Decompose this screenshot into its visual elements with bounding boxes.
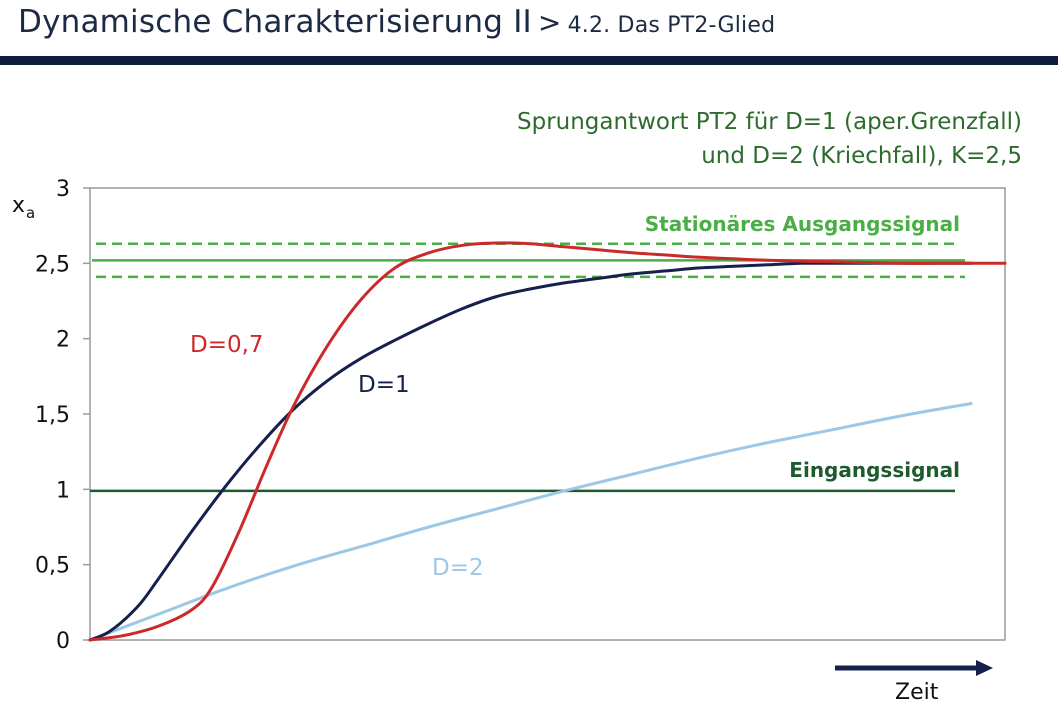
y-tick-label: 2,5 xyxy=(35,252,70,277)
series-label: D=0,7 xyxy=(190,332,264,358)
y-axis-ticks: 0 0,5 1 1,5 2 2,5 3 xyxy=(35,177,90,654)
slide-title-text: Dynamische Charakterisierung II xyxy=(18,4,532,40)
y-tick-label: 2 xyxy=(56,328,70,353)
slide-header: Dynamische Charakterisierung II >4.2. Das… xyxy=(0,0,1058,65)
chart-title-line1: Sprungantwort PT2 für D=1 (aper.Grenzfal… xyxy=(517,109,1022,135)
plot-frame xyxy=(89,187,1006,641)
y-axis-label-subscript: a xyxy=(26,204,35,222)
series-label: D=2 xyxy=(432,555,484,581)
chart-title: Sprungantwort PT2 für D=1 (aper.Grenzfal… xyxy=(517,105,1022,173)
series-d-1-line xyxy=(88,261,973,642)
x-axis-label: Zeit xyxy=(895,680,939,705)
input-signal-label: Eingangssignal xyxy=(789,458,960,482)
chart-axes xyxy=(89,187,1006,641)
series-d-0-7-line xyxy=(88,241,1007,642)
reference-lines xyxy=(90,242,965,493)
chart-title-line2: und D=2 (Kriechfall), K=2,5 xyxy=(701,143,1022,169)
series-d-2-line xyxy=(88,402,973,642)
series-label: D=1 xyxy=(358,372,410,398)
y-tick-label: 1 xyxy=(56,478,70,503)
y-tick-label: 0,5 xyxy=(35,554,70,579)
slide-subtitle: 4.2. Das PT2-Glied xyxy=(567,13,776,38)
y-tick-label: 3 xyxy=(56,177,70,202)
y-tick-label: 1,5 xyxy=(35,403,70,428)
chart-series xyxy=(88,241,1007,642)
y-axis-label: x xyxy=(12,193,25,218)
stationary-output-label: Stationäres Ausgangssignal xyxy=(645,212,960,236)
chart-labels: x a Stationäres Ausgangssignal Eingangssign… xyxy=(12,193,993,676)
time-arrow-head xyxy=(976,660,993,676)
header-rule xyxy=(0,56,1058,65)
slide-title: Dynamische Charakterisierung II >4.2. Das… xyxy=(18,4,775,40)
y-tick-label: 0 xyxy=(56,629,70,654)
title-separator: > xyxy=(537,6,562,39)
